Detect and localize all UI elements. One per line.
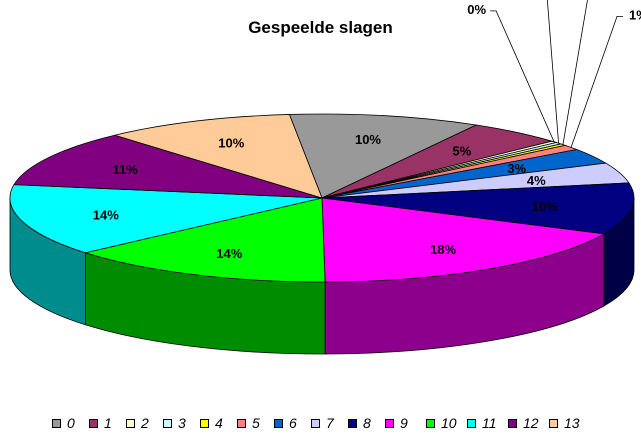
legend: 0 1 2 3 4 5 6 7 8 9 10 11 12 13 — [0, 414, 641, 434]
legend-swatch-10 — [426, 418, 435, 428]
data-label-8: 10% — [532, 199, 558, 214]
legend-swatch-8 — [348, 418, 357, 428]
legend-item-8: 8 — [348, 414, 371, 432]
pie-sides — [9, 197, 635, 355]
legend-swatch-12 — [508, 418, 517, 428]
legend-item-13: 13 — [549, 414, 580, 432]
legend-item-4: 4 — [200, 414, 223, 432]
legend-item-7: 7 — [311, 414, 334, 432]
legend-swatch-0 — [52, 418, 61, 428]
legend-label-8: 8 — [363, 415, 371, 431]
data-label-11: 14% — [93, 207, 119, 222]
data-label-5: 1% — [629, 7, 641, 22]
pie-slice-13 — [113, 114, 323, 199]
data-label-7: 4% — [527, 173, 546, 188]
data-label-6: 3% — [507, 161, 526, 176]
pie-slice-8 — [321, 182, 635, 235]
pie-labels: 10%5%0%0%0%1%3%4%10%18%14%14%11%10% — [93, 0, 641, 261]
legend-label-5: 5 — [252, 415, 260, 431]
legend-swatch-4 — [200, 418, 209, 428]
data-label-0: 10% — [355, 132, 381, 147]
legend-label-13: 13 — [564, 415, 580, 431]
legend-swatch-7 — [311, 418, 320, 428]
legend-label-9: 9 — [400, 415, 408, 431]
legend-swatch-13 — [549, 418, 558, 428]
legend-item-2: 2 — [126, 414, 149, 432]
data-label-1: 5% — [453, 144, 472, 159]
data-label-2: 0% — [467, 2, 486, 17]
legend-item-0: 0 — [52, 414, 75, 432]
leader-line-3 — [546, 0, 559, 144]
data-label-10: 14% — [216, 246, 242, 261]
legend-label-6: 6 — [289, 415, 297, 431]
legend-swatch-1 — [89, 418, 98, 428]
leader-line-5 — [570, 16, 624, 148]
leader-line-4 — [562, 0, 588, 145]
legend-swatch-9 — [385, 418, 394, 428]
leader-line-2 — [490, 10, 555, 143]
legend-swatch-2 — [126, 418, 135, 428]
legend-swatch-6 — [274, 418, 283, 428]
legend-swatch-5 — [237, 418, 246, 428]
legend-item-6: 6 — [274, 414, 297, 432]
data-label-9: 18% — [430, 242, 456, 257]
legend-label-1: 1 — [104, 415, 112, 431]
pie-slice-0 — [288, 113, 478, 199]
legend-label-7: 7 — [326, 415, 334, 431]
legend-label-3: 3 — [178, 415, 186, 431]
chart-title: Gespeelde slagen — [248, 18, 393, 37]
legend-item-1: 1 — [89, 414, 112, 432]
legend-item-11: 11 — [467, 414, 497, 432]
pie-slice-11 — [9, 184, 323, 254]
legend-item-12: 12 — [508, 414, 539, 432]
pie-slice-12 — [13, 134, 323, 199]
legend-label-0: 0 — [67, 415, 75, 431]
data-label-13: 10% — [218, 136, 244, 151]
legend-item-3: 3 — [163, 414, 186, 432]
legend-label-12: 12 — [523, 415, 539, 431]
legend-item-5: 5 — [237, 414, 260, 432]
legend-label-2: 2 — [141, 415, 149, 431]
pie-chart: 10%5%0%0%0%1%3%4%10%18%14%14%11%10% — [9, 0, 641, 355]
legend-label-11: 11 — [482, 415, 497, 431]
pie-slice-10 — [83, 197, 326, 283]
legend-item-9: 9 — [385, 414, 408, 432]
legend-swatch-3 — [163, 418, 172, 428]
legend-item-10: 10 — [426, 414, 457, 432]
pie-slice-9 — [321, 197, 606, 283]
legend-swatch-11 — [467, 418, 476, 428]
legend-label-10: 10 — [441, 415, 457, 431]
data-label-12: 11% — [112, 162, 138, 177]
legend-label-4: 4 — [215, 415, 223, 431]
